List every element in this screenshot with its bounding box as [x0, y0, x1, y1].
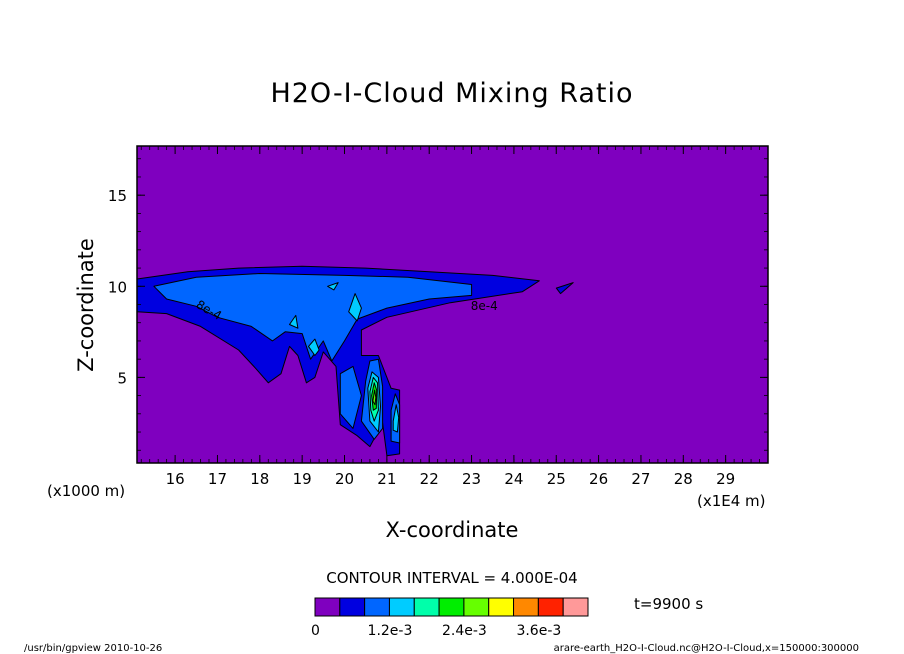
z-tick-label: 10 — [108, 278, 127, 296]
colorbar — [314, 597, 589, 617]
colorbar-swatch — [488, 597, 515, 617]
z-tick-label: 15 — [108, 187, 127, 205]
x-tick-label: 22 — [420, 470, 439, 488]
x-tick-label: 25 — [547, 470, 566, 488]
contour-region-1 — [555, 282, 574, 295]
contour-region-10 — [289, 314, 299, 329]
contour-label-1: 8e-4 — [471, 299, 498, 313]
x-tick-label: 17 — [208, 470, 227, 488]
colorbar-swatch — [339, 597, 366, 617]
x-tick-label: 18 — [250, 470, 269, 488]
x-tick-label: 27 — [631, 470, 650, 488]
x-tick-label: 24 — [504, 470, 523, 488]
colorbar-label: 0 — [311, 623, 320, 639]
contour-region-7 — [392, 404, 400, 433]
colorbar-swatch — [388, 597, 415, 617]
colorbar-swatch — [513, 597, 539, 617]
x-tick-label: 26 — [589, 470, 608, 488]
colorbar-labels: 0 1.2e-3 2.4e-3 3.6e-3 — [311, 623, 561, 639]
z-axis-ticks: 5 10 15 — [108, 158, 768, 451]
z-tick-label: 5 — [117, 369, 127, 387]
colorbar-swatch — [463, 597, 490, 617]
contour-region-8 — [308, 338, 320, 356]
contour-fills — [137, 265, 574, 457]
x-tick-label: 19 — [293, 470, 312, 488]
colorbar-swatch — [438, 597, 465, 617]
colorbar-label: 2.4e-3 — [442, 623, 487, 639]
contour-interval-label: CONTOUR INTERVAL = 4.000E-04 — [326, 569, 577, 587]
x-axis-ticks: 16 17 18 19 20 21 22 23 24 25 26 27 28 29 — [140, 146, 769, 488]
z-unit-label: (x1000 m) — [47, 482, 125, 500]
contour-region-9 — [348, 293, 362, 322]
x-tick-label: 16 — [166, 470, 185, 488]
footer-left: /usr/bin/gpview 2010-10-26 — [24, 643, 162, 654]
footer-right: arare-earth_H2O-I-Cloud.nc@H2O-I-Cloud,x… — [554, 643, 859, 654]
x-tick-label: 28 — [674, 470, 693, 488]
colorbar-swatch — [314, 597, 341, 617]
x-tick-label: 29 — [716, 470, 735, 488]
colorbar-swatch — [537, 597, 564, 617]
colorbar-swatch — [364, 597, 390, 617]
x-tick-label: 21 — [377, 470, 396, 488]
colorbar-swatch — [413, 597, 440, 617]
x-tick-label: 20 — [335, 470, 354, 488]
plot-area: 8e-4 8e-4 — [136, 145, 769, 464]
x-axis-label: X-coordinate — [386, 518, 519, 542]
contour-region-14 — [372, 389, 377, 406]
x-unit-label: (x1E4 m) — [697, 492, 766, 510]
contour-region-11 — [327, 282, 339, 291]
time-label: t=9900 s — [634, 595, 703, 613]
colorbar-swatch — [562, 597, 589, 617]
x-tick-label: 23 — [462, 470, 481, 488]
y-axis-label: Z-coordinate — [74, 238, 98, 372]
colorbar-label: 3.6e-3 — [516, 623, 561, 639]
colorbar-label: 1.2e-3 — [368, 623, 413, 639]
contour-region-2 — [153, 273, 473, 362]
chart-title: H2O-I-Cloud Mixing Ratio — [270, 78, 633, 109]
contour-region-3 — [339, 365, 362, 429]
